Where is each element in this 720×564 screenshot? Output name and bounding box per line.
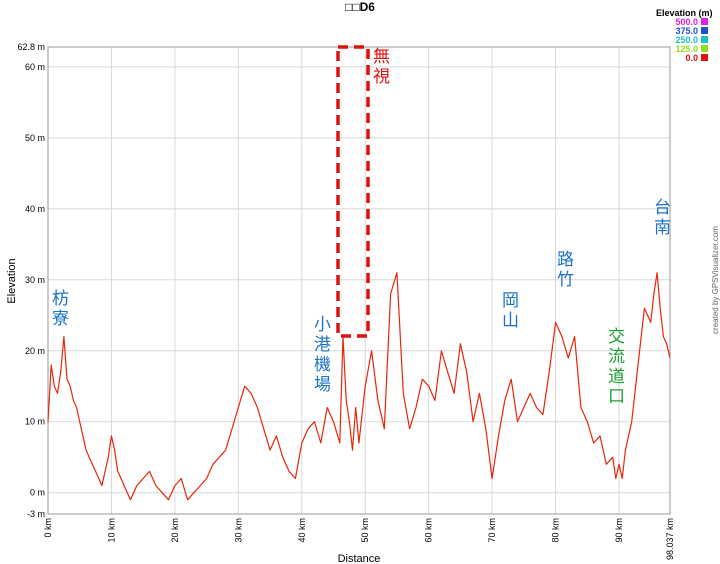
x-axis-ticks: 0 km 10 km 20 km 30 km 40 km 50 km 60 km 70 km 8… (43, 518, 675, 560)
legend-swatch-500 (701, 18, 708, 25)
x-tick-label: 98.037 km (665, 518, 675, 560)
x-tick-label: 0 km (43, 518, 53, 538)
legend-label-250: 250.0 (675, 35, 698, 45)
annotation-interchange-char: 交 (608, 327, 625, 347)
x-tick-label: 10 km (106, 518, 116, 543)
x-tick-label: 60 km (424, 518, 434, 543)
x-tick-label: 20 km (170, 518, 180, 543)
annotation-xiaogang-char: 港 (314, 335, 331, 355)
elevation-legend: Elevation (m) 500.0 375.0 250.0 125.0 0.… (656, 8, 713, 63)
x-axis-title: Distance (338, 553, 381, 564)
annotation-gangshan-char: 山 (502, 311, 519, 331)
legend-swatch-375 (701, 27, 708, 34)
y-tick-label: -3 m (27, 509, 45, 519)
annotation-fangliao-char: 枋 (52, 289, 69, 309)
y-tick-label: 30 m (25, 275, 45, 285)
legend-title: Elevation (m) (656, 8, 713, 18)
chart-title: □□D6 (345, 0, 375, 14)
annotation-xiaogang-char: 機 (314, 355, 331, 375)
x-tick-label: 50 km (360, 518, 370, 543)
annotation-fangliao-char: 寮 (52, 309, 69, 329)
annotation-xiaogang-char: 小 (314, 315, 331, 335)
legend-label-375: 375.0 (675, 26, 698, 36)
annotation-xiaogang-char: 場 (314, 375, 331, 395)
grid-lines (47, 46, 671, 515)
legend-swatch-0 (701, 54, 708, 61)
x-tick-label: 40 km (297, 518, 307, 543)
annotation-gangshan-char: 岡 (502, 291, 519, 311)
annotation-luzhu-char: 竹 (557, 270, 574, 290)
y-tick-label: 0 m (30, 488, 45, 498)
y-tick-label: 62.8 m (17, 42, 45, 52)
credit-text: created by GPSVisualizer.com (711, 226, 720, 334)
annotation-luzhu-char: 路 (557, 250, 574, 270)
legend-swatch-125 (701, 45, 708, 52)
annotation-interchange-char: 道 (608, 367, 625, 387)
y-tick-label: 60 m (25, 62, 45, 72)
plot-frame (47, 46, 671, 515)
annotation-wushi-char: 無 (373, 47, 390, 67)
legend-label-125: 125.0 (675, 44, 698, 54)
annotation-tainan-char: 台 (654, 198, 671, 218)
annotation-interchange-char: 口 (608, 387, 625, 407)
legend-label-500: 500.0 (675, 17, 698, 27)
elevation-series-line (47, 272, 671, 501)
y-tick-label: 40 m (25, 204, 45, 214)
x-tick-label: 30 km (233, 518, 243, 543)
legend-label-0: 0.0 (685, 53, 698, 63)
annotation-wushi-char: 視 (373, 67, 390, 87)
y-axis-ticks: -3 m 0 m 10 m 20 m 30 m 40 m 50 m 60 m 62.8 m (17, 42, 45, 519)
legend-swatch-250 (701, 36, 708, 43)
x-tick-label: 70 km (487, 518, 497, 543)
y-axis-title: Elevation (6, 258, 18, 303)
annotation-tainan-char: 南 (654, 218, 671, 238)
annotation-interchange-char: 流 (608, 347, 625, 367)
ignore-region-box (336, 45, 370, 338)
x-tick-label: 90 km (614, 518, 624, 543)
y-tick-label: 50 m (25, 133, 45, 143)
y-tick-label: 20 m (25, 346, 45, 356)
y-tick-label: 10 m (25, 417, 45, 427)
x-tick-label: 80 km (551, 518, 561, 543)
